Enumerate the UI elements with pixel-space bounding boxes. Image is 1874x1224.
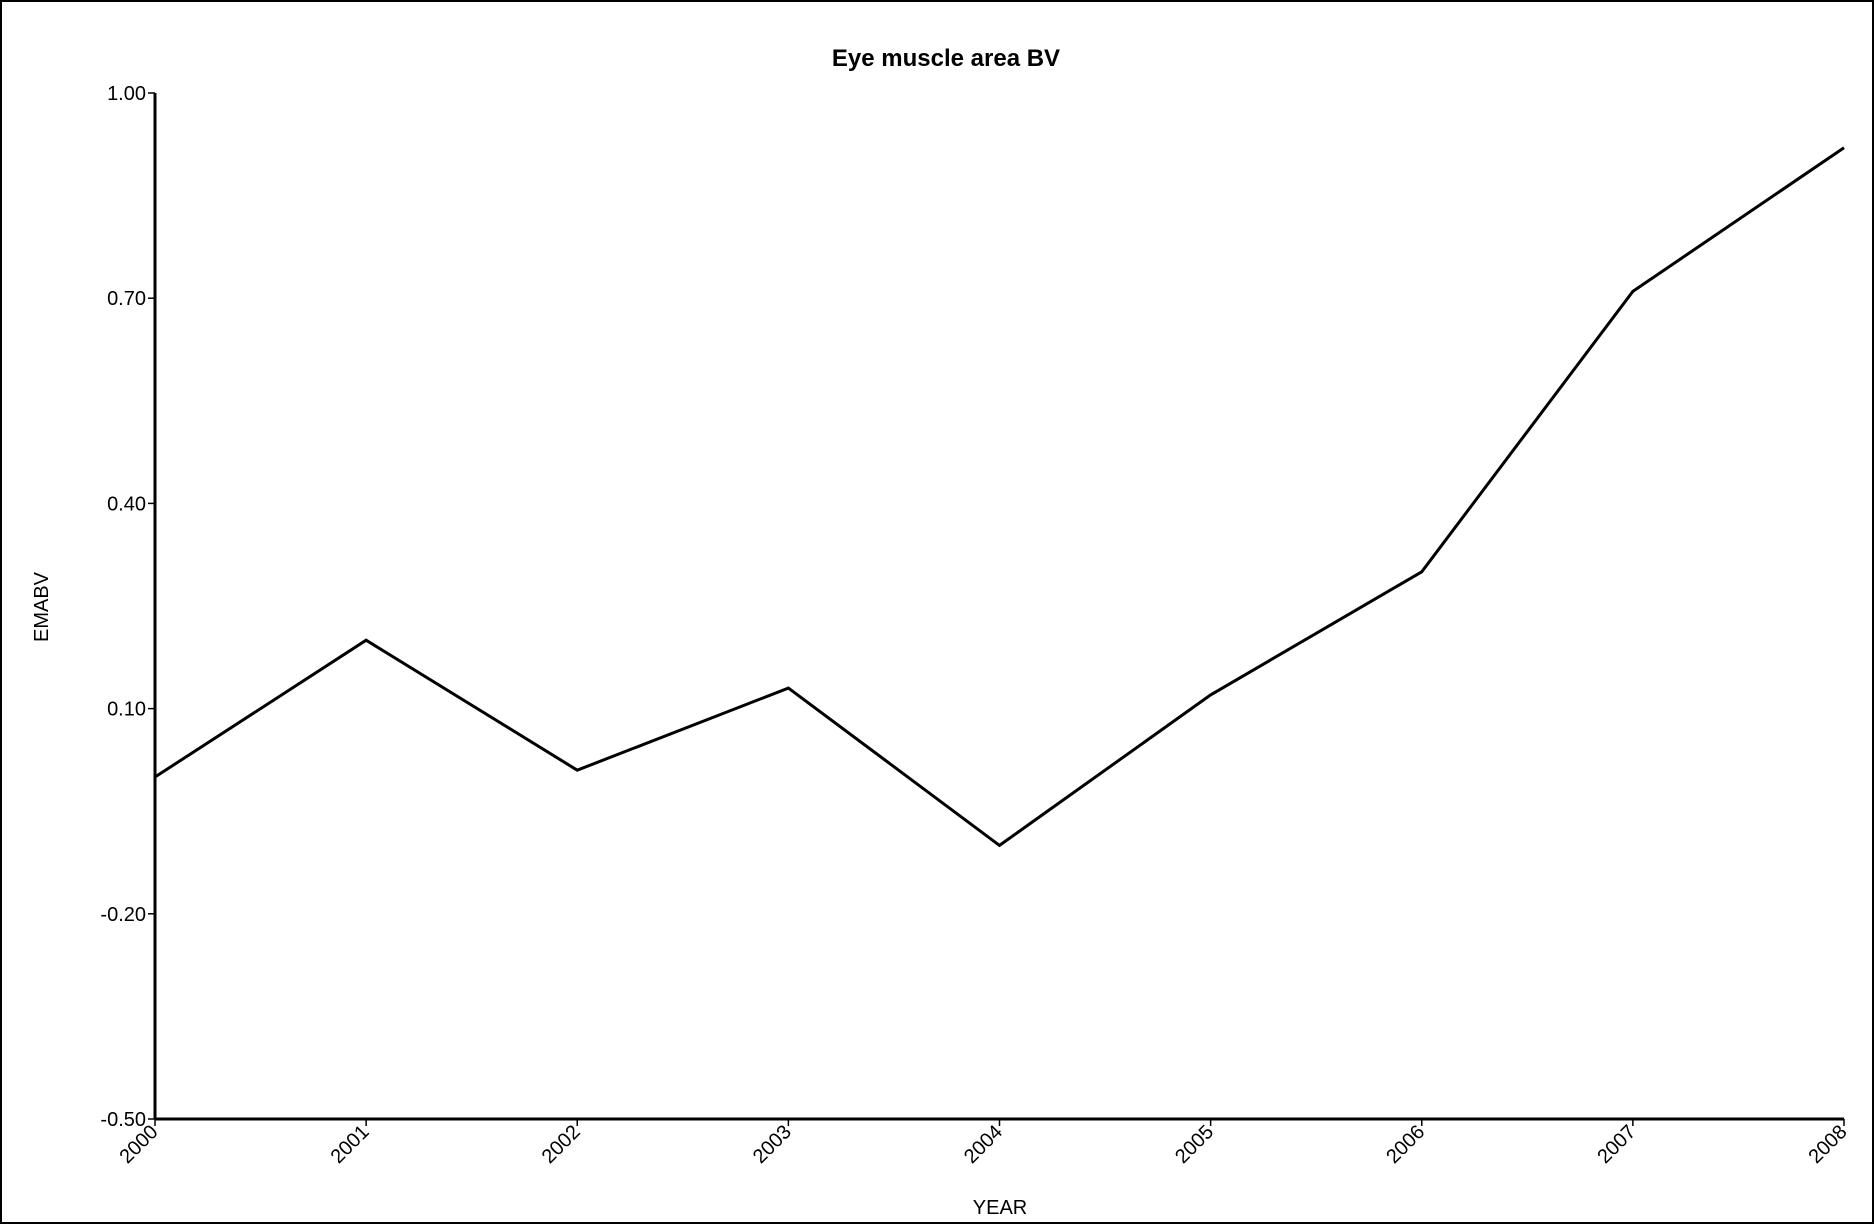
x-tick-label: 2001 xyxy=(327,1121,374,1168)
x-tick-label: 2006 xyxy=(1382,1121,1429,1168)
y-tick-label: 0.40 xyxy=(107,493,146,515)
x-tick-label: 2004 xyxy=(960,1121,1007,1168)
x-tick-label: 2003 xyxy=(749,1121,796,1168)
x-axis-label: YEAR xyxy=(973,1197,1027,1219)
y-tick-label: 0.70 xyxy=(107,288,146,310)
x-tick-label: 2007 xyxy=(1593,1121,1640,1168)
y-axis-label: EMABV xyxy=(31,571,53,642)
y-tick-label: 0.10 xyxy=(107,699,146,721)
y-tick-label: 1.00 xyxy=(107,83,146,105)
x-tick-label: 2008 xyxy=(1805,1121,1852,1168)
y-tick-label: -0.20 xyxy=(100,904,146,926)
x-tick-label: 2002 xyxy=(538,1121,585,1168)
x-tick-label: 2005 xyxy=(1171,1121,1218,1168)
chart-title: Eye muscle area BV xyxy=(832,45,1060,72)
y-tick-label: -0.50 xyxy=(100,1109,146,1131)
line-series xyxy=(154,146,1845,848)
